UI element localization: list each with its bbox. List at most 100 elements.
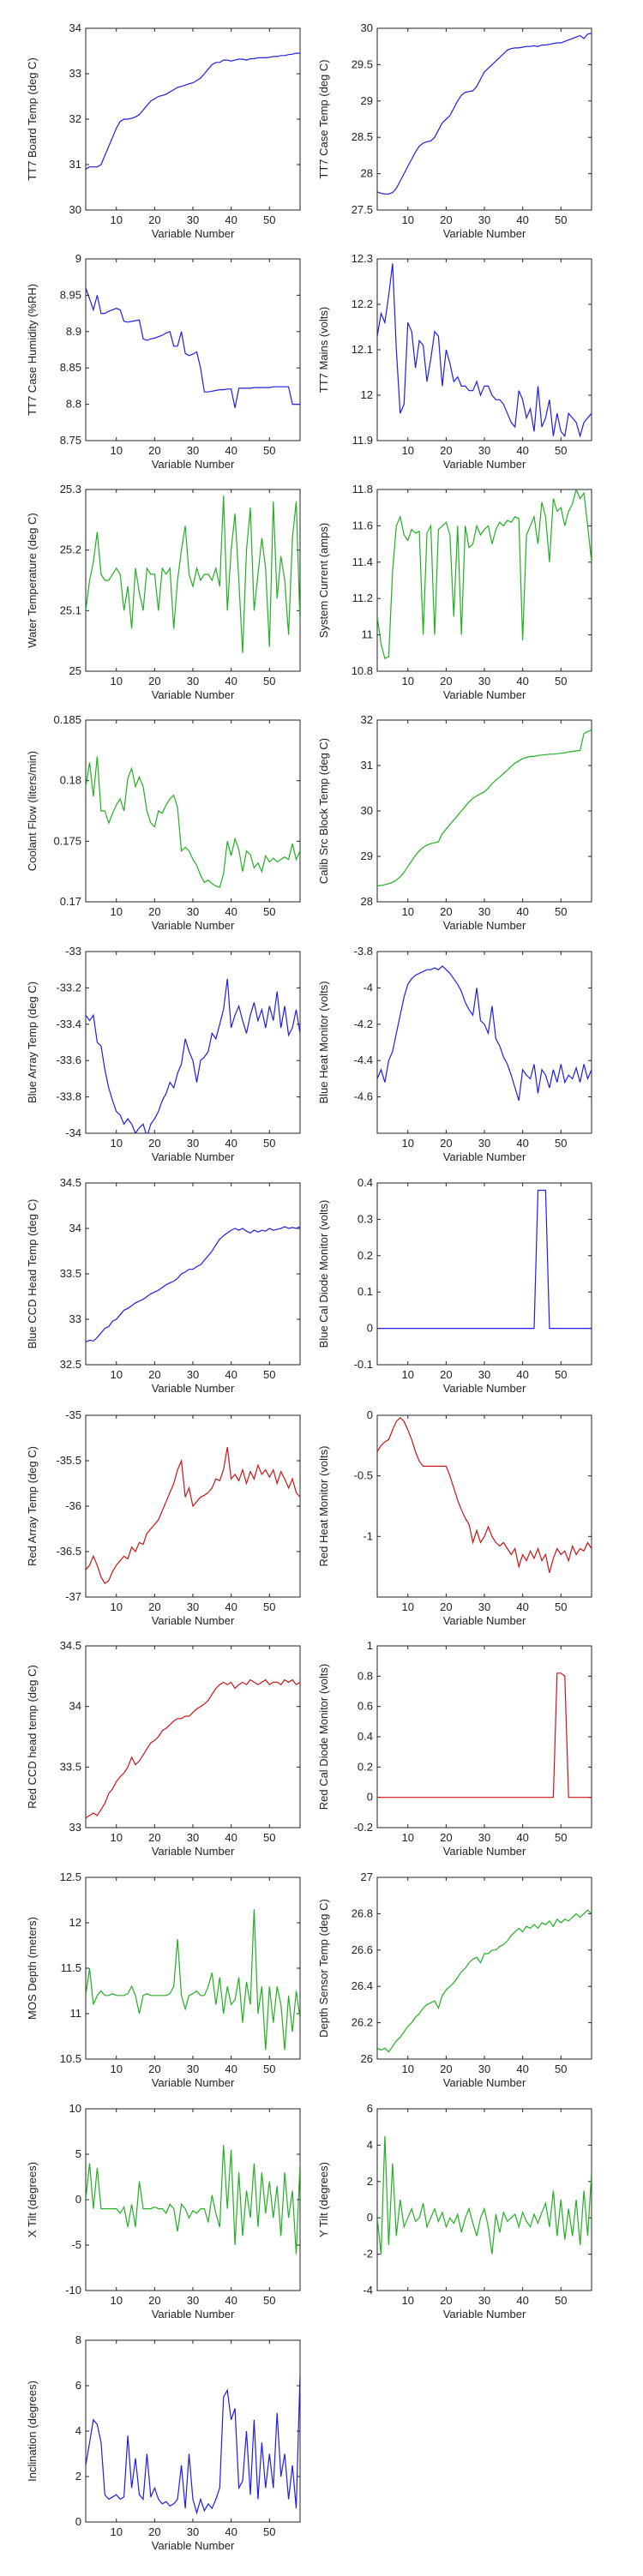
x-tick-label: 40 [516,2063,528,2075]
y-tick-label: -34 [65,1126,81,1139]
x-tick-label: 40 [225,1831,237,1844]
y-tick-label: 6 [75,2379,81,2392]
y-tick-label: 28 [361,895,373,908]
x-tick-label: 10 [401,675,413,688]
y-tick-label: -37 [65,1590,81,1603]
y-axis-label: TT7 Case Humidity (%RH) [26,284,39,416]
x-tick-label: 10 [110,1368,122,1381]
y-tick-label: 0.8 [358,1669,373,1682]
x-tick-label: 30 [478,2063,490,2075]
x-tick-label: 20 [440,675,452,688]
x-tick-label: 50 [263,905,275,918]
y-tick-label: -35.5 [56,1454,81,1467]
y-tick-label: 30 [361,21,373,34]
y-tick-label: 12.1 [352,343,373,356]
y-tick-label: 11.6 [352,519,373,531]
y-tick-label: 12.2 [352,297,373,310]
y-tick-label: 30 [361,804,373,817]
y-tick-label: 11.5 [61,1961,81,1974]
x-axis-label: Variable Number [152,227,235,240]
y-tick-label: 34.5 [60,1176,81,1189]
x-tick-label: 50 [555,1600,567,1613]
y-tick-label: 25.3 [60,483,81,495]
x-tick-label: 30 [478,1831,490,1844]
series-line [377,1189,592,1330]
y-tick-label: 0 [367,1791,373,1804]
series-line [377,1416,592,1573]
y-tick-label: -33.4 [56,1018,81,1030]
x-tick-label: 20 [148,1137,160,1150]
plot-frame [376,258,592,441]
x-tick-label: 40 [225,2294,237,2307]
y-axis-label: Blue CCD Head Temp (deg C) [26,1199,39,1349]
x-tick-label: 10 [110,675,122,688]
plot-frame [85,1645,301,1828]
y-tick-label: 2 [367,2175,373,2188]
y-tick-label: 0.18 [60,774,81,787]
y-tick-label: 34.5 [60,1639,81,1652]
y-tick-label: -33.6 [56,1054,81,1066]
x-tick-label: 10 [401,2294,413,2307]
y-tick-label: -33 [65,945,81,958]
x-tick-label: 10 [401,2063,413,2075]
x-tick-label: 40 [516,444,528,457]
y-tick-label: 25.1 [60,603,81,616]
y-tick-label: 33 [69,1312,81,1325]
plot-frame [376,951,592,1134]
y-tick-label: 32 [69,112,81,125]
x-tick-label: 20 [440,2294,452,2307]
x-tick-label: 50 [555,675,567,688]
y-tick-label: 8.8 [66,398,81,411]
x-tick-label: 40 [516,2294,528,2307]
x-tick-label: 20 [148,1368,160,1381]
x-tick-label: 40 [516,905,528,918]
y-tick-label: -0.2 [354,1821,373,1834]
x-tick-label: 20 [148,213,160,226]
x-tick-label: 30 [187,1600,199,1613]
x-axis-label: Variable Number [443,1614,526,1627]
x-tick-label: 50 [263,444,275,457]
chart-panel-20: 10 20 30 40 50 -4 -2 0 2 4 6 Variable Number Y Tilt … [317,2102,592,2321]
x-tick-label: 40 [225,1368,237,1381]
plot-frame [85,489,301,672]
x-tick-label: 10 [110,1137,122,1150]
plot-frame [376,1876,592,2060]
x-axis-label: Variable Number [443,458,526,471]
x-tick-label: 10 [401,444,413,457]
x-axis-label: Variable Number [443,2308,526,2321]
x-tick-label: 20 [440,1137,452,1150]
chart-panel-7: 10 20 30 40 50 0.17 0.175 0.18 0.185 Variable Num… [26,713,301,932]
x-axis-label: Variable Number [152,1614,235,1627]
y-axis-label: Calib Src Block Temp (deg C) [317,738,330,884]
x-axis-label: Variable Number [443,919,526,932]
x-tick-label: 30 [478,2294,490,2307]
y-tick-label: -5 [71,2238,81,2251]
x-tick-label: 40 [516,675,528,688]
y-axis-label: Red Array Temp (deg C) [26,1446,39,1566]
y-tick-label: 29 [361,850,373,862]
y-tick-label: 8 [75,2333,81,2346]
x-tick-label: 40 [225,675,237,688]
y-tick-label: 9 [75,252,81,265]
y-tick-label: 33 [69,67,81,80]
y-tick-label: -4 [363,2284,373,2297]
plot-frame [85,2108,301,2291]
y-axis-label: Red Cal Diode Monitor (volts) [317,1664,330,1810]
x-tick-label: 40 [516,213,528,226]
y-axis-label: Blue Heat Monitor (volts) [317,981,330,1103]
x-axis-label: Variable Number [152,1845,235,1858]
y-tick-label: -4.6 [354,1090,373,1103]
y-tick-label: 0 [367,2211,373,2224]
chart-panel-4: 10 20 30 40 50 11.9 12 12.1 12.2 12.3 Variable Num… [317,252,592,471]
plot-frame [85,1876,301,2060]
y-tick-label: 10.8 [352,664,373,677]
y-tick-label: 0.4 [358,1730,373,1743]
x-tick-label: 30 [187,1137,199,1150]
x-axis-label: Variable Number [443,1845,526,1858]
x-tick-label: 30 [478,1368,490,1381]
y-tick-label: 0 [367,1408,373,1421]
y-tick-label: 27 [361,1870,373,1883]
series-line [86,756,300,888]
series-line [377,263,592,438]
